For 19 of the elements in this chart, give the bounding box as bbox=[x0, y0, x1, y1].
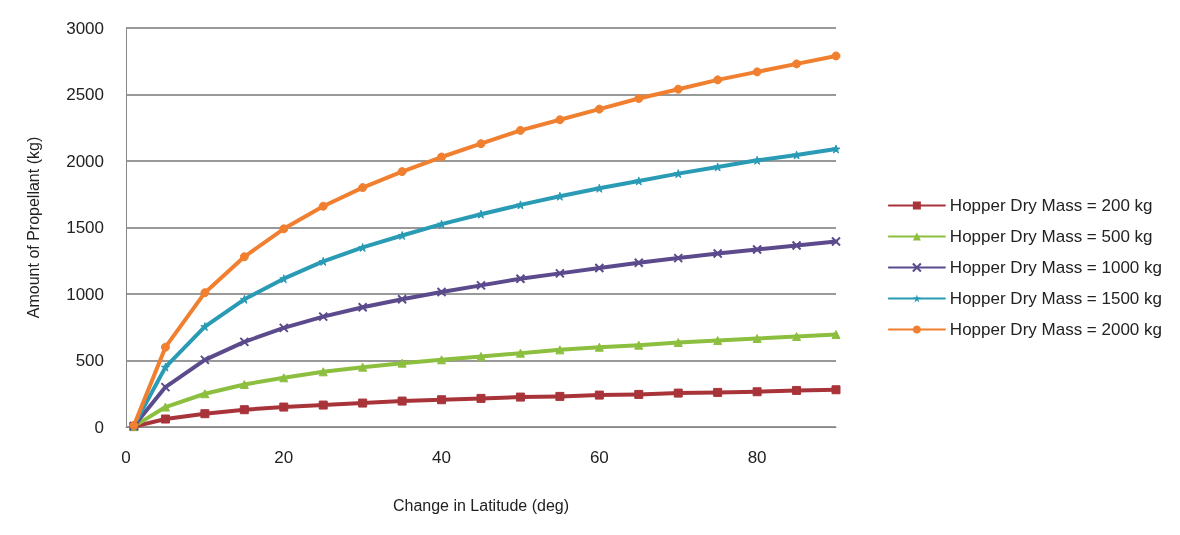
legend-label: Hopper Dry Mass = 500 kg bbox=[949, 227, 1153, 246]
y-tick-label: 1500 bbox=[66, 218, 104, 237]
x-tick-label: 0 bbox=[121, 448, 131, 467]
y-tick-label: 3000 bbox=[66, 18, 104, 38]
y-tick-label: 2500 bbox=[66, 85, 104, 104]
legend-label: Hopper Dry Mass = 1500 kg bbox=[949, 289, 1163, 308]
x-tick-label: 80 bbox=[747, 448, 767, 467]
y-axis-title: Amount of Propellant (kg) bbox=[24, 136, 42, 319]
x-tick-label: 60 bbox=[589, 448, 609, 467]
y-tick-label: 0 bbox=[94, 417, 104, 437]
y-tick-label: 500 bbox=[75, 351, 104, 370]
legend-label: Hopper Dry Mass = 1000 kg bbox=[949, 258, 1163, 277]
legend-label: Hopper Dry Mass = 200 kg bbox=[949, 196, 1153, 215]
y-tick-label: 2000 bbox=[66, 151, 104, 171]
legend-label: Hopper Dry Mass = 2000 kg bbox=[949, 320, 1163, 339]
x-tick-label: 20 bbox=[274, 448, 294, 467]
x-axis-title: Change in Latitude (deg) bbox=[392, 496, 570, 514]
y-tick-label: 1000 bbox=[66, 284, 104, 304]
x-tick-label: 40 bbox=[432, 448, 452, 467]
